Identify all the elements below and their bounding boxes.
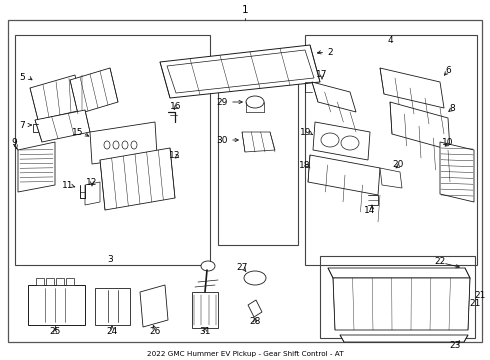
Bar xyxy=(36,278,44,285)
Text: 26: 26 xyxy=(149,328,161,337)
Text: 15: 15 xyxy=(72,127,84,136)
Bar xyxy=(218,80,298,245)
Polygon shape xyxy=(192,292,218,328)
Polygon shape xyxy=(390,102,450,150)
Polygon shape xyxy=(308,155,380,195)
Polygon shape xyxy=(313,122,370,160)
Polygon shape xyxy=(440,142,474,202)
Text: 7: 7 xyxy=(19,121,25,130)
Ellipse shape xyxy=(113,141,119,149)
Text: 21: 21 xyxy=(469,300,481,309)
Text: 5: 5 xyxy=(19,72,25,81)
Polygon shape xyxy=(242,132,275,152)
Text: 31: 31 xyxy=(199,328,211,337)
Polygon shape xyxy=(333,278,470,330)
Polygon shape xyxy=(248,300,262,317)
Text: 21: 21 xyxy=(474,291,486,300)
Bar xyxy=(305,35,477,265)
Polygon shape xyxy=(30,75,82,120)
Polygon shape xyxy=(100,148,175,210)
Polygon shape xyxy=(85,182,100,205)
Ellipse shape xyxy=(104,141,110,149)
Bar xyxy=(46,278,54,285)
Ellipse shape xyxy=(244,271,266,285)
Polygon shape xyxy=(160,45,320,98)
Ellipse shape xyxy=(341,136,359,150)
Text: 8: 8 xyxy=(449,104,455,112)
Polygon shape xyxy=(140,285,168,327)
Ellipse shape xyxy=(321,133,339,147)
Text: 16: 16 xyxy=(170,102,182,111)
Text: 20: 20 xyxy=(392,159,404,168)
Ellipse shape xyxy=(246,96,264,108)
Text: 27: 27 xyxy=(236,264,247,273)
Ellipse shape xyxy=(201,261,215,271)
Text: 1: 1 xyxy=(242,5,248,15)
Bar xyxy=(8,20,482,342)
Polygon shape xyxy=(18,142,55,192)
Text: 2: 2 xyxy=(327,48,333,57)
Ellipse shape xyxy=(122,141,128,149)
Text: 6: 6 xyxy=(445,66,451,75)
Text: 10: 10 xyxy=(442,138,454,147)
Polygon shape xyxy=(28,285,85,325)
Text: 29: 29 xyxy=(216,98,228,107)
Text: 22: 22 xyxy=(434,257,445,266)
Text: 23: 23 xyxy=(449,342,461,351)
Text: 30: 30 xyxy=(216,135,228,144)
Polygon shape xyxy=(380,68,444,108)
Text: 17: 17 xyxy=(316,69,328,78)
Polygon shape xyxy=(380,168,402,188)
Text: 2022 GMC Hummer EV Pickup - Gear Shift Control - AT: 2022 GMC Hummer EV Pickup - Gear Shift C… xyxy=(147,351,343,357)
Bar xyxy=(15,35,210,265)
Ellipse shape xyxy=(131,141,137,149)
Text: 18: 18 xyxy=(299,161,311,170)
Text: 9: 9 xyxy=(11,138,17,147)
Text: 14: 14 xyxy=(364,206,376,215)
Polygon shape xyxy=(312,82,356,112)
Polygon shape xyxy=(90,122,157,164)
Text: 11: 11 xyxy=(62,180,74,189)
Polygon shape xyxy=(340,335,468,342)
Text: 12: 12 xyxy=(86,177,98,186)
Text: 3: 3 xyxy=(107,256,113,265)
Text: 28: 28 xyxy=(249,318,261,327)
Text: 13: 13 xyxy=(169,150,181,159)
Bar xyxy=(56,278,64,285)
Bar xyxy=(320,256,475,338)
Text: 4: 4 xyxy=(387,36,393,45)
Polygon shape xyxy=(35,110,90,142)
Bar xyxy=(66,278,74,285)
Text: 24: 24 xyxy=(106,328,118,337)
Polygon shape xyxy=(328,268,470,278)
Text: 19: 19 xyxy=(300,127,312,136)
Text: 25: 25 xyxy=(49,328,61,337)
Polygon shape xyxy=(70,68,118,114)
Polygon shape xyxy=(95,288,130,325)
